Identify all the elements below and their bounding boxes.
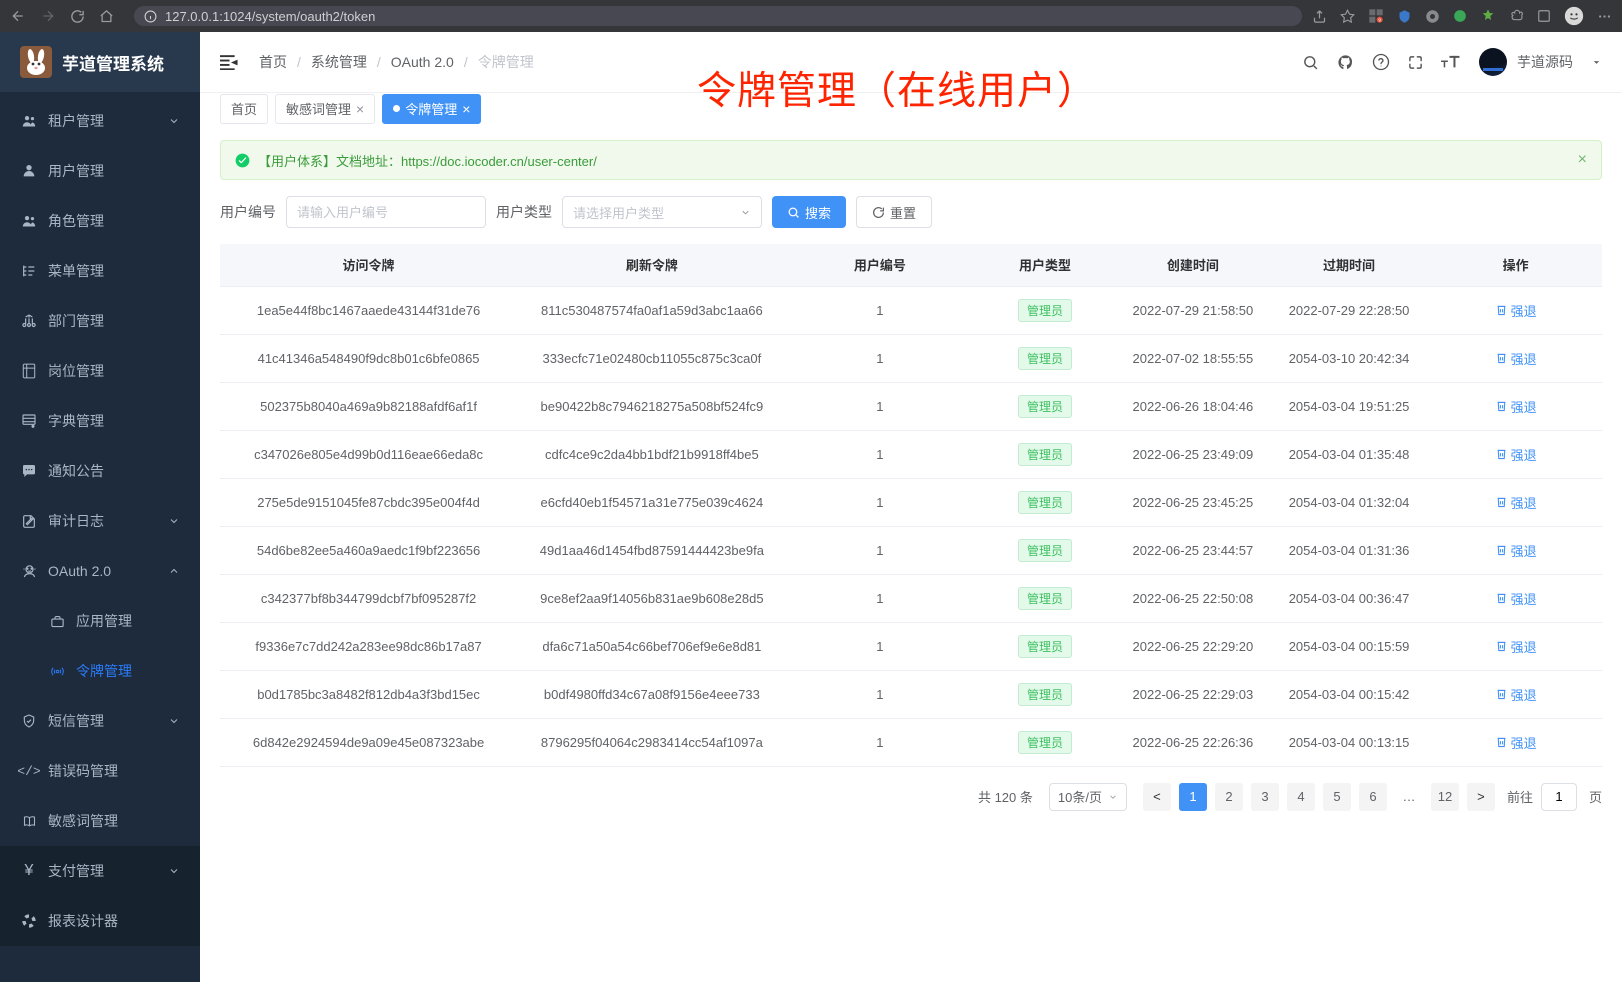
svg-text:9: 9 — [1378, 18, 1381, 23]
